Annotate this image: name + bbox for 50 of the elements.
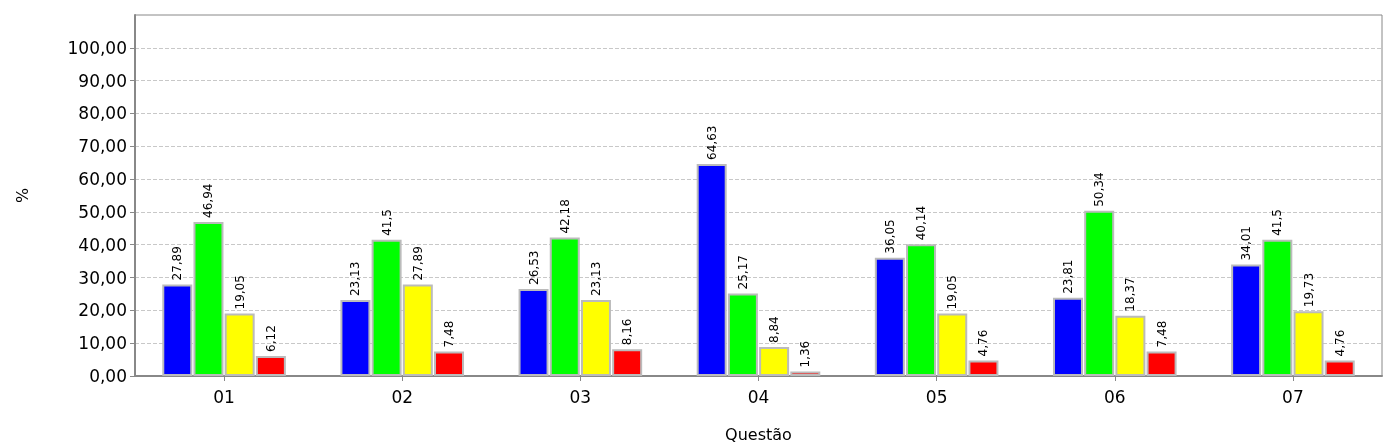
- y-tick-label: 80,00: [78, 103, 127, 124]
- x-tick-label: 07: [1282, 386, 1304, 407]
- x-tick-label: 01: [213, 386, 235, 407]
- data-label: 27,89: [410, 246, 425, 281]
- bar: [1146, 351, 1177, 376]
- y-tick-label: 60,00: [78, 169, 127, 190]
- data-label: 50,34: [1092, 172, 1107, 207]
- data-label: 27,89: [170, 246, 185, 281]
- data-label: 7,48: [1154, 320, 1169, 348]
- data-label: 23,81: [1060, 259, 1075, 294]
- y-tick-label: 70,00: [78, 136, 127, 157]
- y-tick-label: 20,00: [78, 300, 127, 321]
- bar: [340, 300, 371, 376]
- data-label: 36,05: [882, 219, 897, 254]
- x-tick-label: 06: [1103, 386, 1126, 407]
- data-label: 7,48: [442, 320, 457, 348]
- y-tick-label: 40,00: [78, 234, 127, 255]
- y-tick-label: 0,00: [89, 366, 127, 386]
- y-tick-label: 100,00: [67, 37, 127, 58]
- data-label: 19,05: [232, 275, 247, 310]
- data-label: 8,16: [620, 318, 635, 346]
- data-label: 34,01: [1239, 226, 1254, 261]
- x-tick-label: 05: [925, 386, 948, 407]
- data-label: 19,73: [1301, 272, 1316, 308]
- data-label: 19,05: [945, 275, 960, 310]
- data-label: 23,13: [348, 261, 363, 297]
- y-tick-label: 10,00: [78, 333, 127, 354]
- data-label: 8,84: [767, 316, 782, 343]
- data-label: 18,37: [1123, 277, 1138, 312]
- data-label: 42,18: [557, 199, 572, 234]
- data-label: 23,13: [588, 261, 603, 297]
- data-label: 4,76: [1332, 329, 1347, 357]
- data-label: 46,94: [201, 183, 216, 218]
- y-tick-label: 50,00: [78, 201, 127, 222]
- data-label: 41,5: [379, 209, 394, 236]
- x-tick-label: 04: [747, 386, 770, 407]
- data-label: 64,63: [704, 125, 719, 160]
- data-label: 6,12: [263, 325, 278, 352]
- data-label: 4,76: [976, 329, 991, 357]
- y-axis-title: %: [12, 187, 32, 204]
- data-label: 25,17: [735, 255, 750, 290]
- data-label: 1,36: [798, 340, 813, 368]
- y-tick-label: 90,00: [78, 70, 127, 91]
- x-tick-label: 03: [569, 386, 592, 407]
- x-axis-title: Questão: [725, 424, 792, 444]
- y-tick-label: 30,00: [78, 267, 127, 288]
- data-label: 41,5: [1270, 209, 1285, 236]
- data-label: 26,53: [526, 250, 541, 285]
- data-label: 40,14: [914, 205, 929, 241]
- x-tick-label: 02: [391, 386, 414, 407]
